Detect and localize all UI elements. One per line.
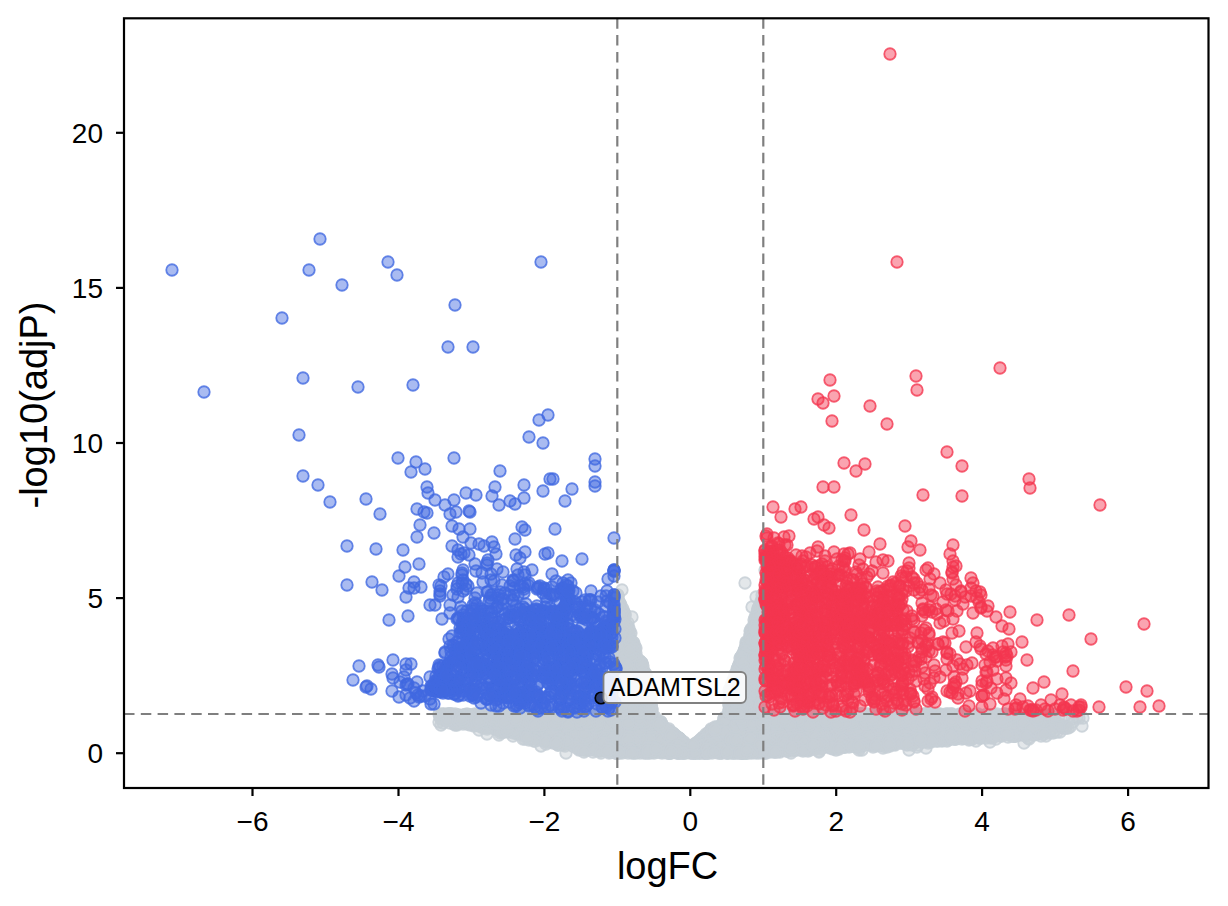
svg-text:−2: −2 (528, 806, 560, 837)
svg-text:4: 4 (974, 806, 990, 837)
svg-text:10: 10 (72, 428, 103, 459)
svg-text:5: 5 (87, 583, 103, 614)
svg-text:2: 2 (828, 806, 844, 837)
svg-text:−6: −6 (237, 806, 269, 837)
svg-text:20: 20 (72, 118, 103, 149)
svg-text:0: 0 (87, 738, 103, 769)
svg-text:0: 0 (683, 806, 699, 837)
svg-text:−4: −4 (383, 806, 415, 837)
svg-text:6: 6 (1120, 806, 1136, 837)
svg-text:logFC: logFC (617, 845, 718, 887)
svg-text:ADAMTSL2: ADAMTSL2 (609, 673, 741, 701)
svg-text:-log10(adjP): -log10(adjP) (13, 302, 55, 509)
svg-text:15: 15 (72, 273, 103, 304)
